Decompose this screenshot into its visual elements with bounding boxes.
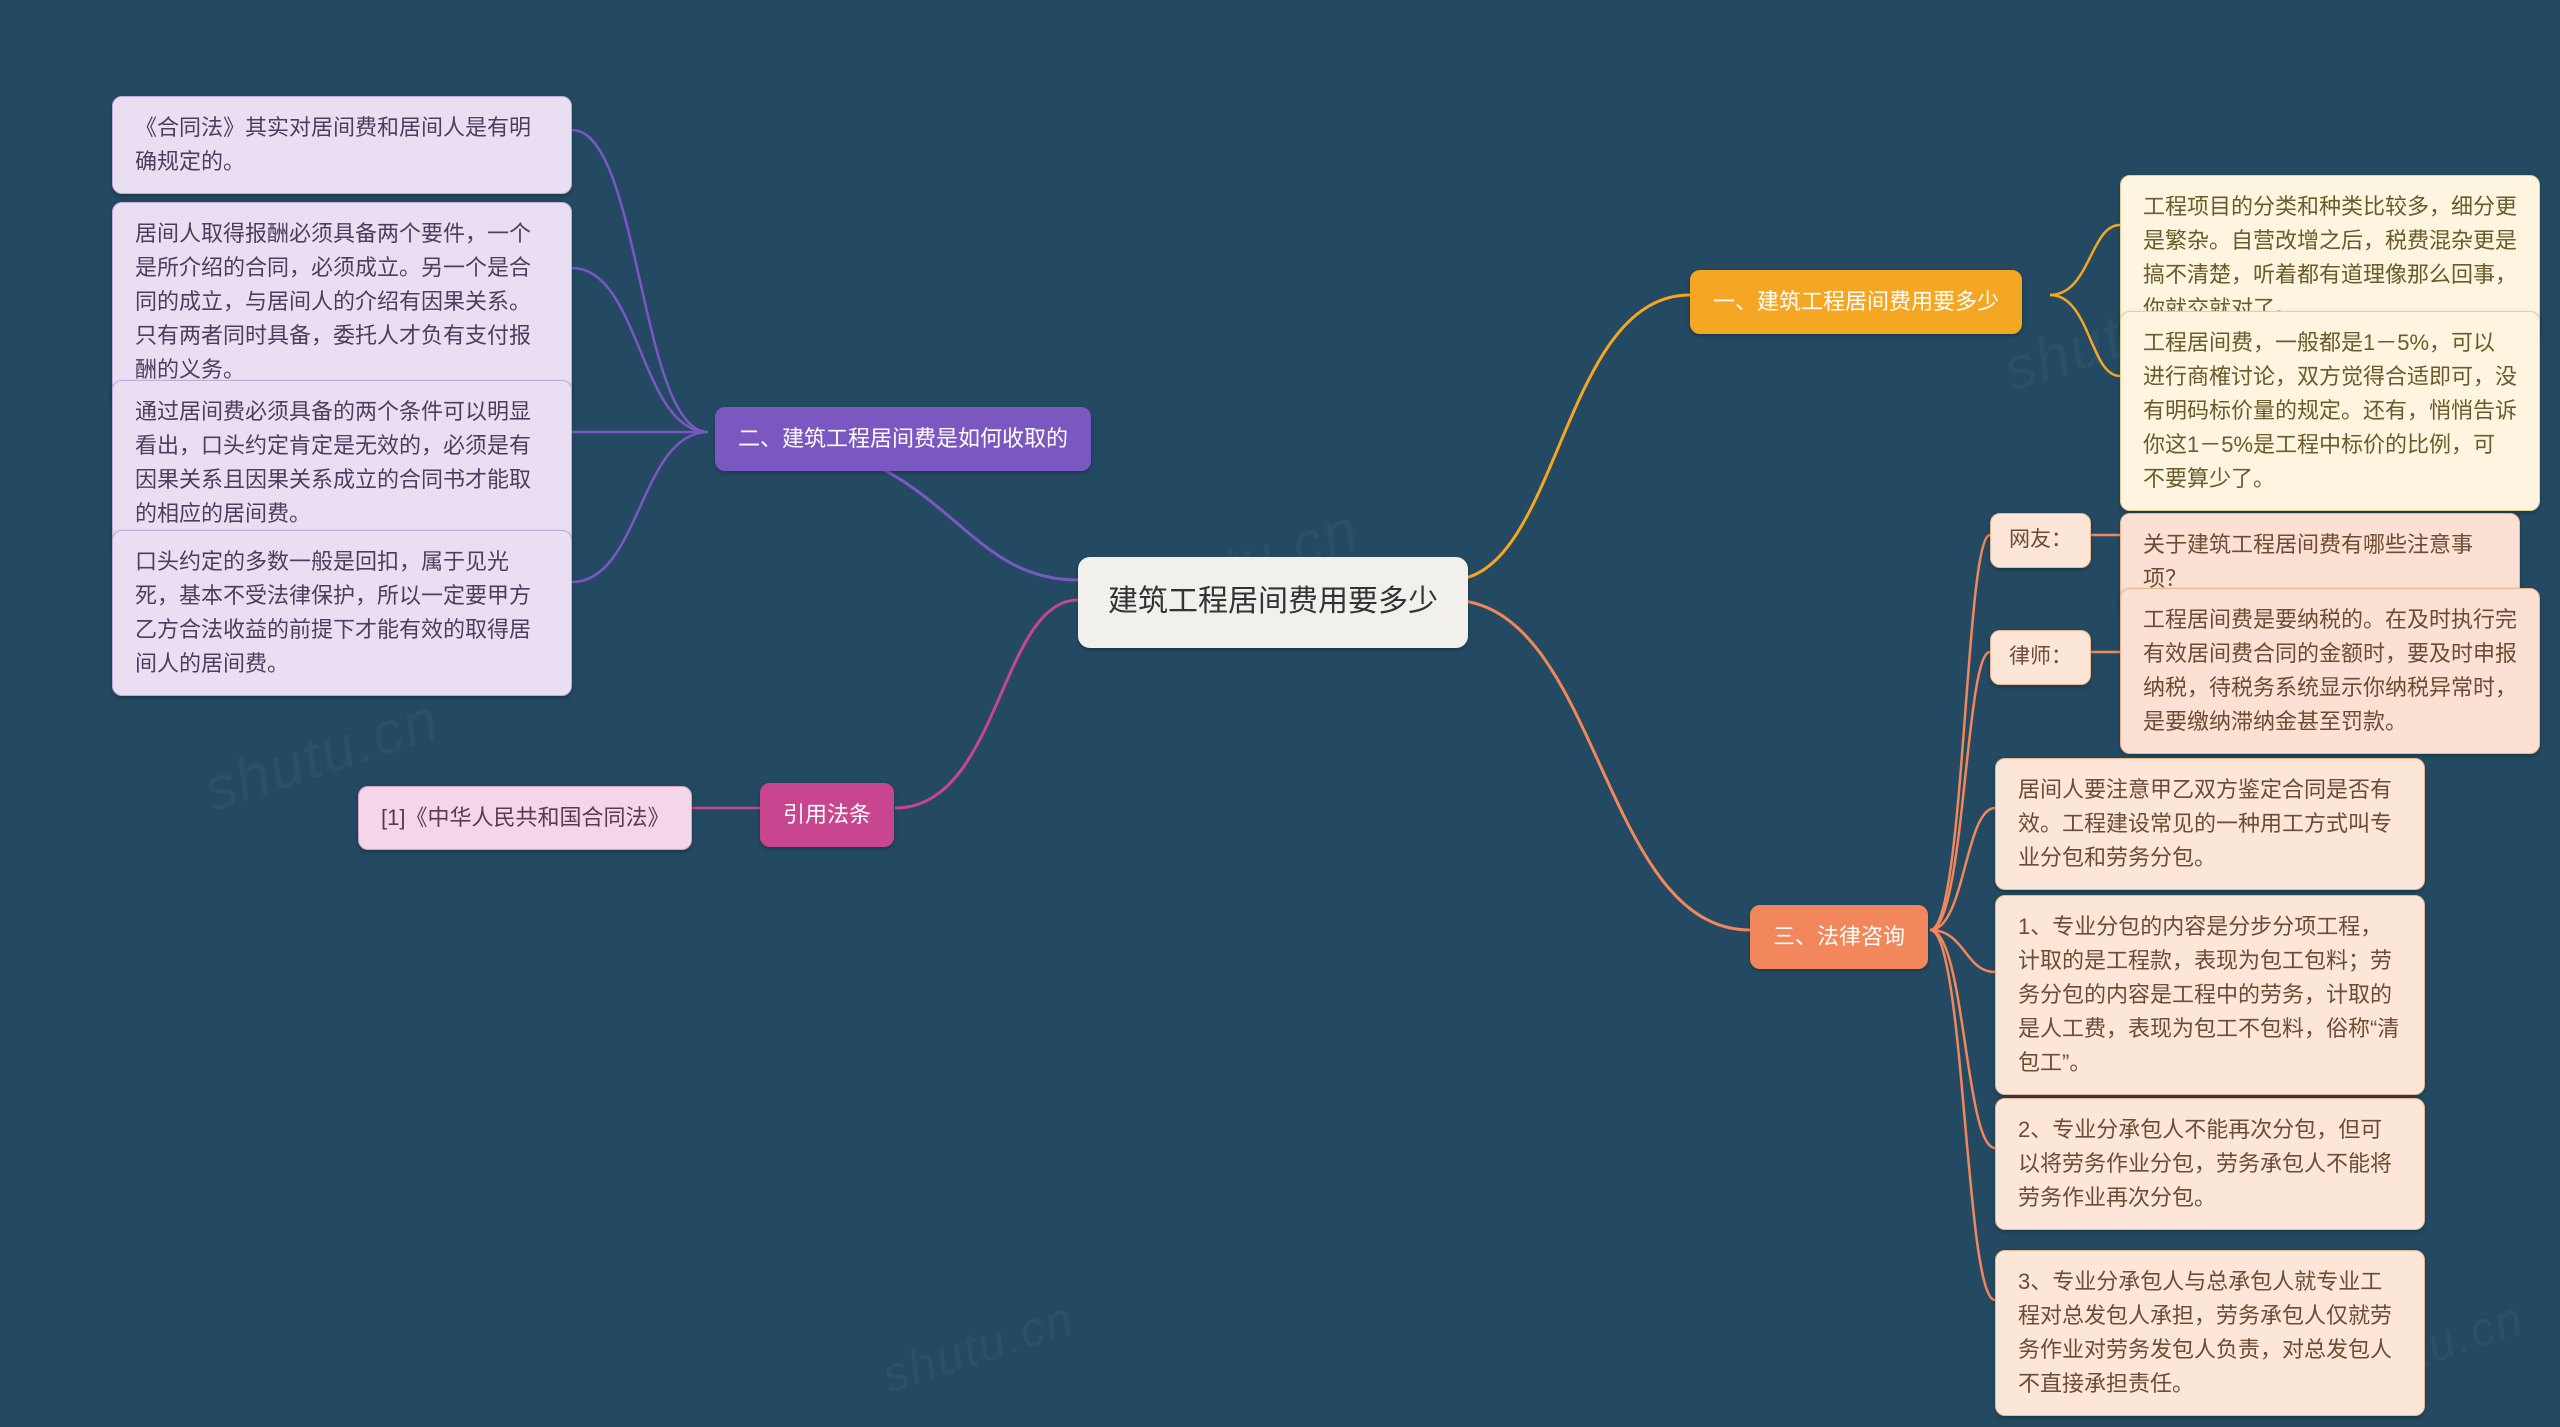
branch-3-leaf-2[interactable]: 1、专业分包的内容是分步分项工程，计取的是工程款，表现为包工包料；劳务分包的内容… — [1995, 895, 2425, 1095]
branch-3-sub-2-leaf[interactable]: 工程居间费是要纳税的。在及时执行完有效居间费合同的金额时，要及时申报纳税，待税务… — [2120, 588, 2540, 754]
branch-4-leaf-1-text: [1]《中华人民共和国合同法》 — [381, 805, 669, 830]
branch-3-leaf-2-text: 1、专业分包的内容是分步分项工程，计取的是工程款，表现为包工包料；劳务分包的内容… — [2018, 914, 2399, 1075]
branch-3-sub-2-label: 律师： — [2009, 645, 2072, 668]
branch-2-leaf-1[interactable]: 《合同法》其实对居间费和居间人是有明确规定的。 — [112, 96, 572, 194]
branch-3-leaf-4[interactable]: 3、专业分承包人与总承包人就专业工程对总发包人承担，劳务承包人仅就劳务作业对劳务… — [1995, 1250, 2425, 1416]
root-text: 建筑工程居间费用要多少 — [1108, 585, 1438, 618]
branch-2-leaf-4[interactable]: 口头约定的多数一般是回扣，属于见光死，基本不受法律保护，所以一定要甲方乙方合法收… — [112, 530, 572, 696]
branch-2-label: 二、建筑工程居间费是如何收取的 — [738, 426, 1068, 451]
branch-2-leaf-2[interactable]: 居间人取得报酬必须具备两个要件，一个是所介绍的合同，必须成立。另一个是合同的成立… — [112, 202, 572, 402]
branch-3-sub-1-label: 网友： — [2009, 528, 2072, 551]
branch-3-leaf-1-text: 居间人要注意甲乙双方鉴定合同是否有效。工程建设常见的一种用工方式叫专业分包和劳务… — [2018, 777, 2392, 870]
branch-1-label: 一、建筑工程居间费用要多少 — [1713, 289, 1999, 314]
branch-3-leaf-3[interactable]: 2、专业分承包人不能再次分包，但可以将劳务作业分包，劳务承包人不能将劳务作业再次… — [1995, 1098, 2425, 1230]
branch-4-leaf-1[interactable]: [1]《中华人民共和国合同法》 — [358, 786, 692, 850]
branch-2-leaf-1-text: 《合同法》其实对居间费和居间人是有明确规定的。 — [135, 115, 531, 174]
branch-3[interactable]: 三、法律咨询 — [1750, 905, 1928, 969]
branch-1-leaf-2-text: 工程居间费，一般都是1－5%，可以进行商榷讨论，双方觉得合适即可，没有明码标价量… — [2143, 330, 2517, 491]
branch-2-leaf-2-text: 居间人取得报酬必须具备两个要件，一个是所介绍的合同，必须成立。另一个是合同的成立… — [135, 221, 531, 382]
branch-4-label: 引用法条 — [783, 802, 871, 827]
branch-2-leaf-3-text: 通过居间费必须具备的两个条件可以明显看出，口头约定肯定是无效的，必须是有因果关系… — [135, 399, 531, 526]
branch-3-leaf-1[interactable]: 居间人要注意甲乙双方鉴定合同是否有效。工程建设常见的一种用工方式叫专业分包和劳务… — [1995, 758, 2425, 890]
branch-3-leaf-3-text: 2、专业分承包人不能再次分包，但可以将劳务作业分包，劳务承包人不能将劳务作业再次… — [2018, 1117, 2392, 1210]
branch-2-leaf-3[interactable]: 通过居间费必须具备的两个条件可以明显看出，口头约定肯定是无效的，必须是有因果关系… — [112, 380, 572, 546]
branch-2[interactable]: 二、建筑工程居间费是如何收取的 — [715, 407, 1091, 471]
branch-3-label: 三、法律咨询 — [1773, 924, 1905, 949]
branch-4[interactable]: 引用法条 — [760, 783, 894, 847]
mindmap-stage: shutu.cn shutu.cn shutu.cn shutu.cn shut… — [0, 0, 2560, 1427]
branch-2-leaf-4-text: 口头约定的多数一般是回扣，属于见光死，基本不受法律保护，所以一定要甲方乙方合法收… — [135, 549, 531, 676]
branch-3-leaf-4-text: 3、专业分承包人与总承包人就专业工程对总发包人承担，劳务承包人仅就劳务作业对劳务… — [2018, 1269, 2392, 1396]
branch-3-sub-2[interactable]: 律师： — [1990, 630, 2091, 685]
branch-3-sub-1[interactable]: 网友： — [1990, 513, 2091, 568]
branch-3-sub-1-leaf-text: 关于建筑工程居间费有哪些注意事项？ — [2143, 532, 2473, 591]
branch-3-sub-2-leaf-text: 工程居间费是要纳税的。在及时执行完有效居间费合同的金额时，要及时申报纳税，待税务… — [2143, 607, 2517, 734]
watermark: shutu.cn — [876, 1291, 1081, 1404]
root-node[interactable]: 建筑工程居间费用要多少 — [1078, 557, 1468, 648]
branch-1-leaf-2[interactable]: 工程居间费，一般都是1－5%，可以进行商榷讨论，双方觉得合适即可，没有明码标价量… — [2120, 311, 2540, 511]
branch-1[interactable]: 一、建筑工程居间费用要多少 — [1690, 270, 2022, 334]
branch-1-leaf-1-text: 工程项目的分类和种类比较多，细分更是繁杂。自营改增之后，税费混杂更是搞不清楚，听… — [2143, 194, 2517, 321]
